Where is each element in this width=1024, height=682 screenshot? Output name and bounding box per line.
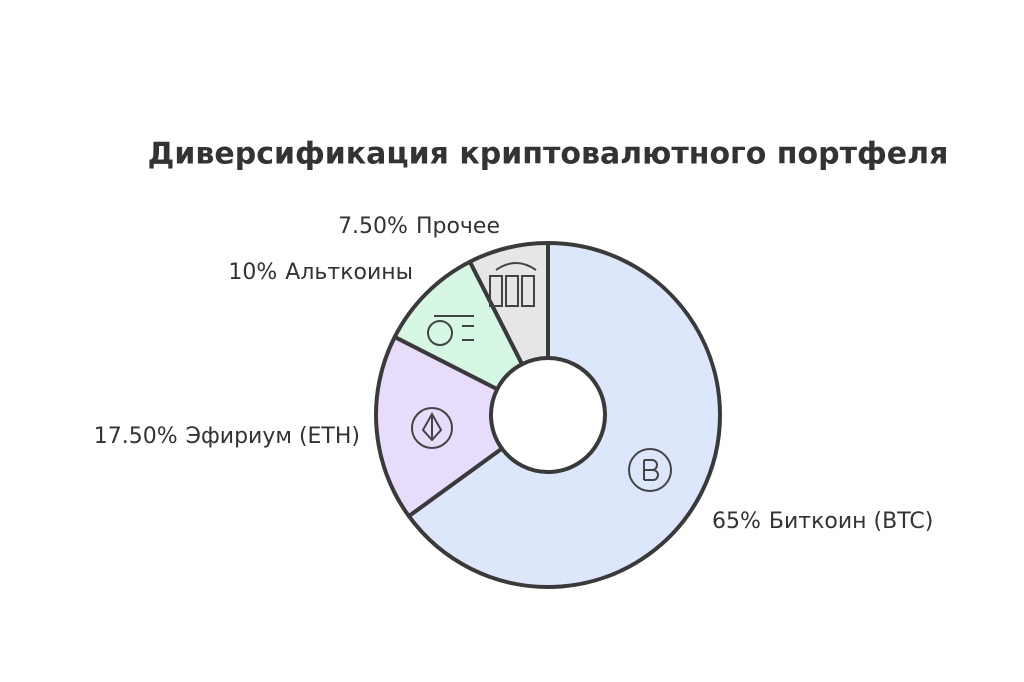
- value-label: 7.50%: [338, 214, 408, 239]
- alt-icon-glyph: [434, 315, 474, 341]
- chart-title: Диверсификация криптовалютного портфеля: [148, 137, 949, 172]
- icons: [411, 262, 672, 492]
- btc-icon: [628, 448, 672, 492]
- category-label: Биткоин (BTC): [769, 509, 933, 534]
- other-icon: [521, 275, 535, 307]
- value-label: 10%: [228, 260, 277, 285]
- slice: [467, 241, 550, 367]
- category-label: Прочее: [416, 214, 500, 239]
- slice-label: 17.50% Эфириум (ETH): [94, 424, 360, 449]
- eth-icon: [411, 407, 453, 449]
- btc-icon-glyph: [643, 459, 659, 481]
- eth-icon-glyph: [421, 411, 443, 442]
- other-icon-arrow: [495, 262, 537, 271]
- slice-label: 65% Биткоин (BTC): [712, 509, 933, 534]
- category-label: Альткоины: [285, 260, 413, 285]
- other-icon: [505, 275, 519, 307]
- alt-icon: [427, 320, 453, 346]
- slice: [406, 241, 722, 589]
- slice-label: 10% Альткоины: [228, 260, 413, 285]
- labels: 65% Биткоин (BTC) 17.50% Эфириум (ETH) 10% Ал…: [94, 214, 934, 534]
- value-label: 65%: [712, 509, 761, 534]
- value-label: 17.50%: [94, 424, 178, 449]
- other-icon: [489, 275, 503, 307]
- donut: [374, 241, 722, 589]
- category-label: Эфириум (ETH): [186, 424, 360, 449]
- slice-label: 7.50% Прочее: [338, 214, 500, 239]
